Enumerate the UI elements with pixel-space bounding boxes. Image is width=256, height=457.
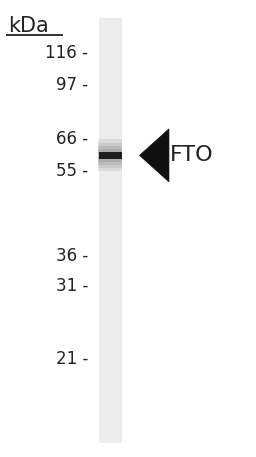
Polygon shape (140, 129, 169, 182)
Bar (99, 18, 122, 443)
Text: 55 -: 55 - (56, 162, 88, 181)
Text: 31 -: 31 - (56, 276, 88, 295)
Text: 116 -: 116 - (46, 43, 88, 62)
Text: kDa: kDa (8, 16, 48, 36)
Text: 97 -: 97 - (56, 75, 88, 94)
Bar (98, 139, 122, 171)
Text: FTO: FTO (170, 145, 214, 165)
Text: 36 -: 36 - (56, 247, 88, 265)
Bar (98, 149, 122, 162)
Bar (98, 146, 122, 165)
Text: 21 -: 21 - (56, 350, 88, 368)
Bar (98, 143, 122, 168)
Bar (99, 152, 122, 159)
Text: 66 -: 66 - (56, 130, 88, 149)
